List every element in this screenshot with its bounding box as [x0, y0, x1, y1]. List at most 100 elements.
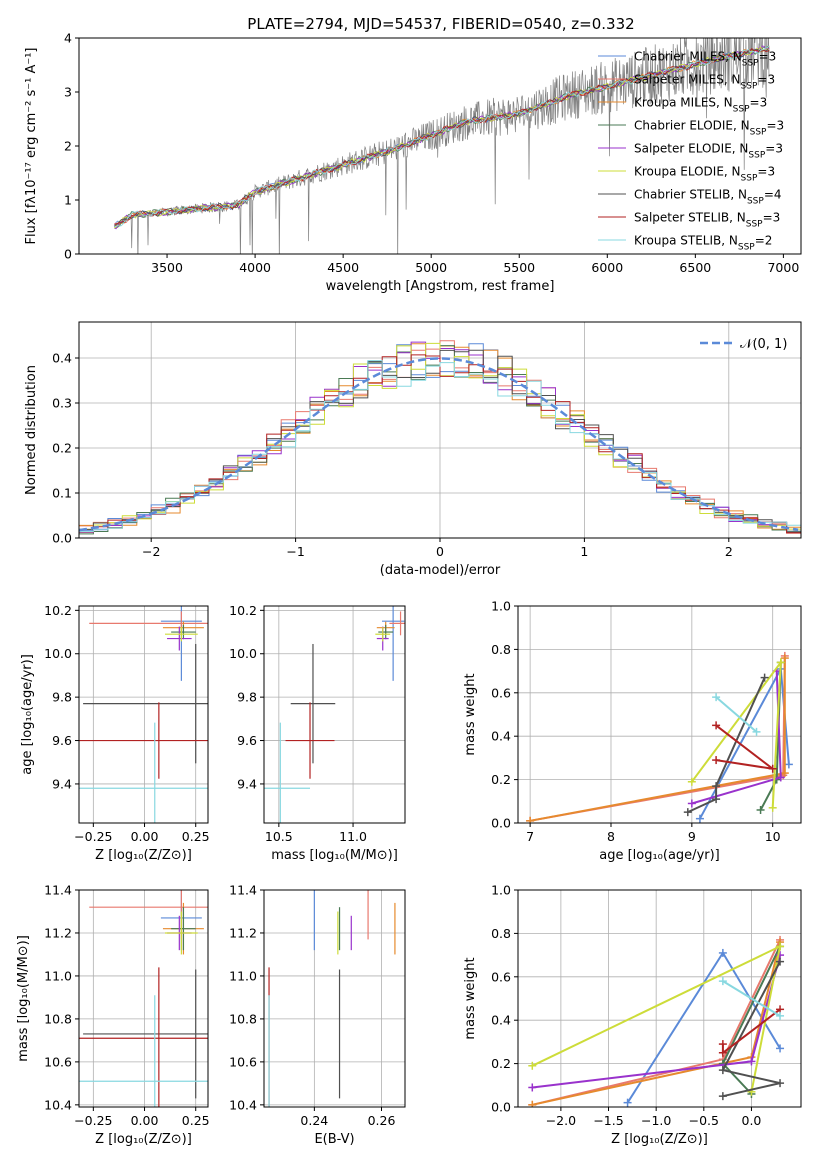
y-tick-label: 10.8 — [44, 1011, 72, 1026]
axes-frame — [263, 889, 406, 1108]
y-tick-label: 11.4 — [44, 883, 72, 898]
y-tick-label: 0 — [64, 247, 72, 262]
x-tick-label: 10 — [765, 829, 781, 844]
legend-label-chabrier_elodie: Chabrier ELODIE, NSSP=3 — [634, 119, 784, 138]
y-tick-label: 0.0 — [491, 1100, 511, 1115]
axes-frame — [517, 889, 802, 1108]
y-tick-label: 1.0 — [491, 599, 511, 614]
mass-weight-vs-Z-line-kroupa_stelib — [722, 980, 781, 1017]
y-tick-label: 2 — [64, 139, 72, 154]
y-tick-label: 9.6 — [237, 733, 257, 748]
y-axis-label: Normed distribution — [24, 365, 39, 495]
legend-label-gaussian: 𝒩(0, 1) — [740, 337, 787, 352]
x-tick-label: 0.25 — [182, 1113, 210, 1128]
y-tick-label: 11.2 — [44, 925, 72, 940]
x-axis-label: age [log₁₀(age/yr)] — [599, 848, 720, 863]
x-axis-label: Z [log₁₀(Z/Z⊙)] — [95, 1132, 192, 1147]
mass-weight-vs-age-line-kroupa_elodie — [690, 659, 782, 808]
x-axis-label: Z [log₁₀(Z/Z⊙)] — [95, 848, 192, 863]
legend-label-kroupa_stelib: Kroupa STELIB, NSSP=2 — [634, 234, 772, 253]
x-tick-label: 0.24 — [300, 1113, 328, 1128]
x-tick-label: −0.5 — [689, 1113, 719, 1128]
axes-frame — [517, 605, 802, 824]
age-vs-mass-plot — [264, 606, 405, 823]
x-axis-label: mass [log₁₀(M/M⊙)] — [271, 848, 398, 863]
model-spectrum-kroupa_stelib — [113, 45, 770, 228]
y-tick-label: 0.8 — [491, 642, 511, 657]
y-tick-label: 3 — [64, 85, 72, 100]
mass-weight-vs-age-line-kroupa_miles — [529, 658, 786, 822]
x-tick-label: 0.25 — [182, 829, 210, 844]
x-tick-label: 4000 — [239, 260, 271, 275]
x-tick-label: −1.0 — [641, 1113, 671, 1128]
y-tick-label: 0.8 — [491, 926, 511, 941]
mass-vs-ebv-plot — [268, 890, 396, 1107]
mass-weight-vs-age — [526, 651, 793, 823]
y-tick-label: 0.0 — [52, 531, 72, 546]
mass-weight-vs-age-line-kroupa_stelib — [715, 696, 758, 733]
axes-frame — [78, 889, 209, 1108]
y-tick-label: 0.0 — [491, 816, 511, 831]
age-vs-Z-plot — [79, 606, 208, 823]
x-tick-label: −0.25 — [74, 829, 112, 844]
y-tick-label: 1.0 — [491, 883, 511, 898]
x-tick-label: 4500 — [327, 260, 359, 275]
legend-label-salpeter_stelib: Salpeter STELIB, NSSP=3 — [634, 211, 780, 230]
y-axis-label: Flux [fλ10⁻¹⁷ erg cm⁻² s⁻¹ A⁻¹] — [24, 48, 39, 245]
model-spectrum-salpeter_stelib — [113, 47, 770, 226]
y-axis-label: mass weight — [463, 957, 478, 1039]
x-tick-label: 10.5 — [265, 829, 293, 844]
x-tick-label: 8 — [607, 829, 615, 844]
y-tick-label: 10.6 — [44, 1054, 72, 1069]
y-tick-label: 10.4 — [229, 1097, 257, 1112]
model-spectrum-chabrier_stelib — [113, 48, 770, 227]
mass-vs-Z-plot — [79, 890, 208, 1107]
mass-weight-vs-age-line-salpeter_stelib — [715, 724, 774, 770]
axes-frame — [78, 605, 209, 824]
y-tick-label: 10.2 — [44, 603, 72, 618]
x-tick-label: 7000 — [767, 260, 799, 275]
x-axis-label: wavelength [Angstrom, rest frame] — [326, 279, 555, 294]
y-tick-label: 10.6 — [229, 1054, 257, 1069]
y-tick-label: 0.6 — [491, 969, 511, 984]
x-axis-label: E(B-V) — [314, 1132, 354, 1147]
y-tick-label: 0.2 — [52, 441, 72, 456]
y-tick-label: 0.3 — [52, 396, 72, 411]
x-tick-label: 2 — [725, 544, 733, 559]
x-tick-label: −1.5 — [593, 1113, 623, 1128]
y-tick-label: 0.4 — [491, 1013, 511, 1028]
x-axis-label: (data-model)/error — [380, 563, 501, 578]
y-tick-label: 10.8 — [229, 1011, 257, 1026]
y-tick-label: 9.6 — [52, 733, 72, 748]
histogram-kroupa_stelib — [79, 360, 801, 533]
y-tick-label: 11.0 — [44, 968, 72, 983]
x-tick-label: −1 — [286, 544, 304, 559]
x-tick-label: −0.25 — [74, 1113, 112, 1128]
axes-frame — [78, 37, 802, 255]
y-tick-label: 0.2 — [491, 1056, 511, 1071]
x-tick-label: −2 — [142, 544, 160, 559]
axes-frame — [78, 321, 802, 539]
x-tick-label: 3500 — [151, 260, 183, 275]
y-tick-label: 0.4 — [52, 351, 72, 366]
y-axis-label: mass weight — [463, 673, 478, 755]
legend-label-chabrier_stelib: Chabrier STELIB, NSSP=4 — [634, 188, 782, 207]
x-tick-label: 0 — [436, 544, 444, 559]
x-tick-label: 0.0 — [742, 1113, 762, 1128]
y-tick-label: 11.4 — [229, 883, 257, 898]
x-tick-label: 5500 — [503, 260, 535, 275]
y-tick-label: 0.1 — [52, 486, 72, 501]
y-tick-label: 9.8 — [237, 690, 257, 705]
x-axis-label: Z [log₁₀(Z/Z⊙)] — [611, 1132, 708, 1147]
y-tick-label: 10.2 — [229, 603, 257, 618]
x-tick-label: 7 — [526, 829, 534, 844]
x-tick-label: 0.26 — [368, 1113, 396, 1128]
y-tick-label: 11.0 — [229, 968, 257, 983]
x-tick-label: 6000 — [591, 260, 623, 275]
mass-weight-vs-age-line-chabrier_stelib — [687, 677, 766, 814]
y-axis-label: mass [log₁₀(M/M⊙)] — [16, 935, 31, 1062]
y-tick-label: 9.4 — [52, 776, 72, 791]
legend-label-kroupa_miles: Kroupa MILES, NSSP=3 — [634, 96, 767, 115]
y-tick-label: 1 — [64, 193, 72, 208]
x-tick-label: −2.0 — [546, 1113, 576, 1128]
